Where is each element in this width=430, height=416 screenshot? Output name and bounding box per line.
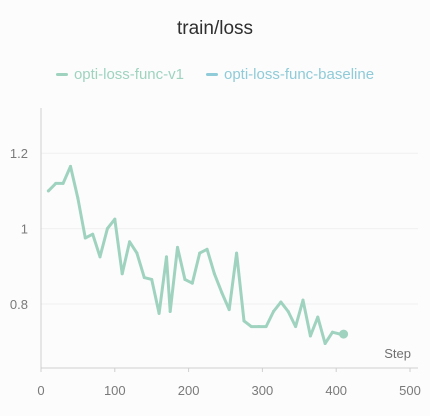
series-end-marker <box>339 329 349 339</box>
series-layer <box>46 164 349 346</box>
data-point <box>286 309 290 313</box>
y-tick-labels: 0.8 1 1.2 <box>10 146 28 312</box>
data-point <box>69 164 73 168</box>
data-point <box>128 240 132 244</box>
x-axis-label: Step <box>384 346 411 361</box>
data-point <box>331 330 335 334</box>
y-tick-label: 0.8 <box>10 297 28 312</box>
data-point <box>46 189 50 193</box>
x-tick-label: 0 <box>37 383 44 398</box>
data-point <box>120 272 124 276</box>
x-tick-label: 200 <box>178 383 200 398</box>
data-point <box>164 255 168 259</box>
data-point <box>235 251 239 255</box>
x-tick-label: 300 <box>252 383 274 398</box>
data-point <box>190 281 194 285</box>
legend-label-v1: opti-loss-func-v1 <box>73 66 184 83</box>
data-point <box>98 255 102 259</box>
data-point <box>142 276 146 280</box>
data-point <box>205 247 209 251</box>
data-point <box>323 342 327 346</box>
y-tick-label: 1.2 <box>10 146 28 161</box>
x-tick-label: 400 <box>325 383 347 398</box>
data-point <box>249 325 253 329</box>
data-point <box>54 181 58 185</box>
data-point <box>220 291 224 295</box>
data-point <box>271 309 275 313</box>
data-point <box>316 315 320 319</box>
x-tick-labels: 0 100 200 300 400 500 <box>37 368 421 398</box>
chart-title: train/loss <box>176 18 254 39</box>
data-point <box>176 245 180 249</box>
legend-swatch-baseline <box>205 73 218 76</box>
legend: opti-loss-func-v1 opti-loss-func-baselin… <box>0 66 430 83</box>
data-point <box>279 300 283 304</box>
data-point <box>157 311 161 315</box>
data-point <box>135 251 139 255</box>
series-line-0 <box>46 164 342 345</box>
data-point <box>301 298 305 302</box>
data-point <box>83 236 87 240</box>
legend-swatch-v1 <box>55 73 68 76</box>
data-point <box>105 227 109 231</box>
data-point <box>212 272 216 276</box>
data-point <box>308 334 312 338</box>
x-tick-label: 500 <box>399 383 421 398</box>
data-point <box>257 325 261 329</box>
data-point <box>76 196 80 200</box>
data-point <box>91 232 95 236</box>
data-point <box>113 217 117 221</box>
data-point <box>61 181 65 185</box>
data-point <box>198 251 202 255</box>
legend-item-v1[interactable]: opti-loss-func-v1 <box>55 66 184 83</box>
data-point <box>294 325 298 329</box>
data-point <box>264 325 268 329</box>
data-point <box>242 319 246 323</box>
legend-item-baseline[interactable]: opti-loss-func-baseline <box>205 66 375 83</box>
legend-label-baseline: opti-loss-func-baseline <box>223 66 375 83</box>
data-point <box>183 277 187 281</box>
data-point <box>168 309 172 313</box>
data-point <box>227 308 231 312</box>
x-tick-label: 100 <box>104 383 126 398</box>
grid-lines <box>41 152 418 305</box>
y-tick-label: 1 <box>21 222 28 237</box>
data-point <box>150 277 154 281</box>
